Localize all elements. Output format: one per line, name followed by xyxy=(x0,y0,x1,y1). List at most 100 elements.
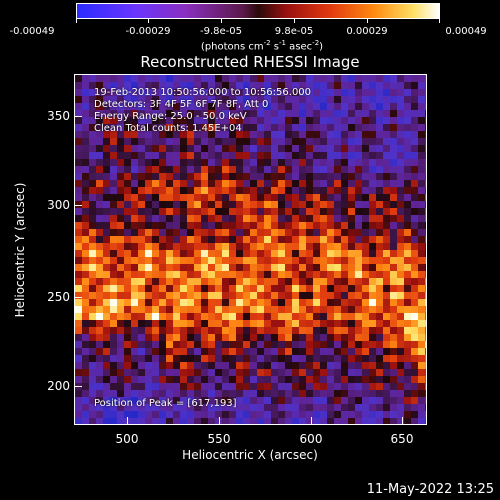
heatmap-cell xyxy=(159,145,166,152)
heatmap-cell xyxy=(166,257,173,264)
heatmap-cell xyxy=(397,271,404,278)
heatmap-cell xyxy=(173,89,180,96)
heatmap-cell xyxy=(110,131,117,138)
heatmap-cell xyxy=(313,208,320,215)
heatmap-cell xyxy=(411,369,418,376)
heatmap-cell xyxy=(103,236,110,243)
heatmap-cell xyxy=(390,278,397,285)
heatmap-cell xyxy=(82,145,89,152)
heatmap-cell xyxy=(264,355,271,362)
heatmap-cell xyxy=(124,159,131,166)
heatmap-cell xyxy=(180,229,187,236)
heatmap-cell xyxy=(187,306,194,313)
heatmap-cell xyxy=(425,285,426,292)
heatmap-cell xyxy=(96,313,103,320)
heatmap-cell xyxy=(173,236,180,243)
heatmap-cell xyxy=(152,362,159,369)
heatmap-cell xyxy=(89,89,96,96)
heatmap-cell xyxy=(341,236,348,243)
heatmap-cell xyxy=(362,159,369,166)
heatmap-cell xyxy=(334,285,341,292)
heatmap-cell xyxy=(215,285,222,292)
heatmap-cell xyxy=(145,299,152,306)
heatmap-cell xyxy=(75,264,82,271)
heatmap-cell xyxy=(236,229,243,236)
heatmap-cell xyxy=(89,215,96,222)
heatmap-cell xyxy=(173,411,180,418)
heatmap-cell xyxy=(222,341,229,348)
heatmap-cell xyxy=(362,327,369,334)
heatmap-cell xyxy=(264,89,271,96)
heatmap-cell xyxy=(306,208,313,215)
heatmap-cell xyxy=(110,334,117,341)
heatmap-cell xyxy=(243,194,250,201)
heatmap-cell xyxy=(75,166,82,173)
heatmap-cell xyxy=(348,215,355,222)
heatmap-cell xyxy=(194,243,201,250)
heatmap-cell xyxy=(117,362,124,369)
heatmap-cell xyxy=(215,187,222,194)
heatmap-cell xyxy=(75,138,82,145)
heatmap-cell xyxy=(425,103,426,110)
heatmap-cell xyxy=(292,306,299,313)
heatmap-cell xyxy=(82,397,89,404)
heatmap-cell xyxy=(103,418,110,424)
heatmap-cell xyxy=(201,320,208,327)
heatmap-cell xyxy=(285,348,292,355)
heatmap-cell xyxy=(292,299,299,306)
heatmap-cell xyxy=(124,278,131,285)
heatmap-cell xyxy=(96,418,103,424)
heatmap-cell xyxy=(383,110,390,117)
x-tick-label: 550 xyxy=(207,432,231,446)
heatmap-cell xyxy=(306,320,313,327)
heatmap-cell xyxy=(390,75,397,82)
heatmap-cell xyxy=(110,89,117,96)
heatmap-cell xyxy=(110,278,117,285)
heatmap-cell xyxy=(341,173,348,180)
heatmap-cell xyxy=(264,320,271,327)
heatmap-cell xyxy=(96,208,103,215)
heatmap-cell xyxy=(285,397,292,404)
heatmap-cell xyxy=(173,124,180,131)
heatmap-cell xyxy=(369,306,376,313)
heatmap-cell xyxy=(117,117,124,124)
heatmap-cell xyxy=(299,292,306,299)
heatmap-cell xyxy=(138,341,145,348)
heatmap-cell xyxy=(285,215,292,222)
heatmap-cell xyxy=(152,243,159,250)
heatmap-cell xyxy=(173,243,180,250)
heatmap-cell xyxy=(355,250,362,257)
heatmap-cell xyxy=(257,397,264,404)
heatmap-cell xyxy=(103,229,110,236)
heatmap-cell xyxy=(278,250,285,257)
heatmap-cell xyxy=(229,320,236,327)
heatmap-cell xyxy=(355,383,362,390)
heatmap-cell xyxy=(264,145,271,152)
heatmap-cell xyxy=(341,278,348,285)
heatmap-cell xyxy=(320,376,327,383)
heatmap-cell xyxy=(383,145,390,152)
heatmap-cell xyxy=(397,257,404,264)
heatmap-cell xyxy=(285,131,292,138)
heatmap-cell xyxy=(271,355,278,362)
heatmap-cell xyxy=(355,159,362,166)
heatmap-cell xyxy=(215,145,222,152)
heatmap-cell xyxy=(103,390,110,397)
heatmap-cell xyxy=(418,362,425,369)
heatmap-cell xyxy=(257,229,264,236)
heatmap-cell xyxy=(264,390,271,397)
heatmap-cell xyxy=(404,131,411,138)
heatmap-cell xyxy=(425,194,426,201)
heatmap-cell xyxy=(75,257,82,264)
heatmap-cell xyxy=(320,369,327,376)
heatmap-cell xyxy=(89,159,96,166)
heatmap-cell xyxy=(404,215,411,222)
heatmap-cell xyxy=(180,278,187,285)
heatmap-cell xyxy=(89,229,96,236)
heatmap-cell xyxy=(180,103,187,110)
heatmap-cell xyxy=(369,138,376,145)
heatmap-cell xyxy=(229,411,236,418)
heatmap-cell xyxy=(292,229,299,236)
heatmap-cell xyxy=(418,383,425,390)
heatmap-cell xyxy=(390,103,397,110)
